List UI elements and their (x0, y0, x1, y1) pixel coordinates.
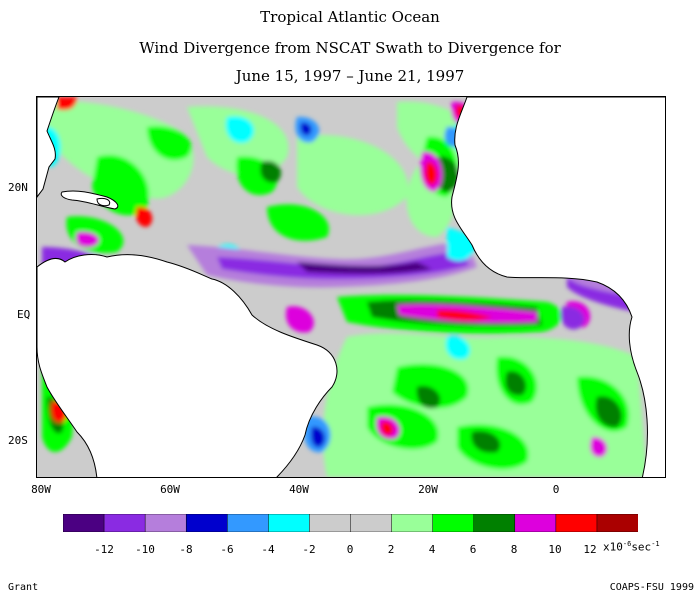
land-hispaniola (96, 197, 111, 207)
colorbar-swatch-6 (309, 514, 352, 532)
colorbar-swatch-7 (350, 514, 393, 532)
map-svg (37, 97, 665, 477)
colorbar-swatch-13 (596, 514, 638, 532)
title-line-2: Wind Divergence from NSCAT Swath to Dive… (139, 39, 561, 57)
colorbar-swatch-8 (391, 514, 434, 532)
colorbar-swatch-2 (144, 514, 187, 532)
colorbar-swatch-11 (514, 514, 557, 532)
lon-label-20w: 20W (418, 483, 438, 496)
lat-label-20s: 20S (8, 434, 28, 447)
land-africa (451, 97, 665, 477)
lon-label-0: 0 (552, 483, 560, 496)
colorbar-label-3: -6 (220, 543, 234, 556)
colorbar-swatch-10 (473, 514, 516, 532)
colorbar-label-1: -10 (135, 543, 155, 556)
colorbar-swatch-3 (185, 514, 229, 532)
colorbar-label-10: 8 (510, 543, 518, 556)
lon-label-40w: 40W (289, 483, 309, 496)
credit-author: Grant (8, 582, 39, 593)
colorbar-swatch-0 (63, 514, 105, 532)
colorbar-label-7: 2 (387, 543, 395, 556)
colorbar-label-12: 12 (583, 543, 597, 556)
title-date-range: June 15, 1997 – June 21, 1997 (235, 67, 465, 85)
colorbar-swatch-9 (432, 514, 475, 532)
colorbar-swatch-4 (227, 514, 270, 532)
colorbar-label-5: -2 (302, 543, 316, 556)
colorbar-label-2: -8 (179, 543, 193, 556)
colorbar-label-6: 0 (346, 543, 354, 556)
colorbar-label-4: -4 (261, 543, 275, 556)
lon-label-60w: 60W (160, 483, 180, 496)
land-south-america (37, 254, 338, 477)
colorbar-label-9: 6 (469, 543, 477, 556)
colorbar-unit: x10-6sec-1 (603, 540, 660, 554)
lat-label-20n: 20N (8, 181, 28, 194)
land-north-america (37, 97, 60, 198)
colorbar-label-8: 4 (428, 543, 436, 556)
colorbar (63, 514, 638, 532)
lat-label-eq: EQ (17, 308, 31, 321)
colorbar-label-0: -12 (94, 543, 114, 556)
title-line-1: Tropical Atlantic Ocean (260, 8, 440, 26)
colorbar-swatch-5 (268, 514, 311, 532)
divergence-map (36, 96, 666, 478)
colorbar-swatch-1 (103, 514, 146, 532)
colorbar-swatch-12 (555, 514, 598, 532)
credit-institution: COAPS-FSU 1999 (609, 582, 694, 593)
divergence-field (40, 97, 650, 477)
lon-label-80w: 80W (31, 483, 51, 496)
colorbar-label-11: 10 (548, 543, 562, 556)
